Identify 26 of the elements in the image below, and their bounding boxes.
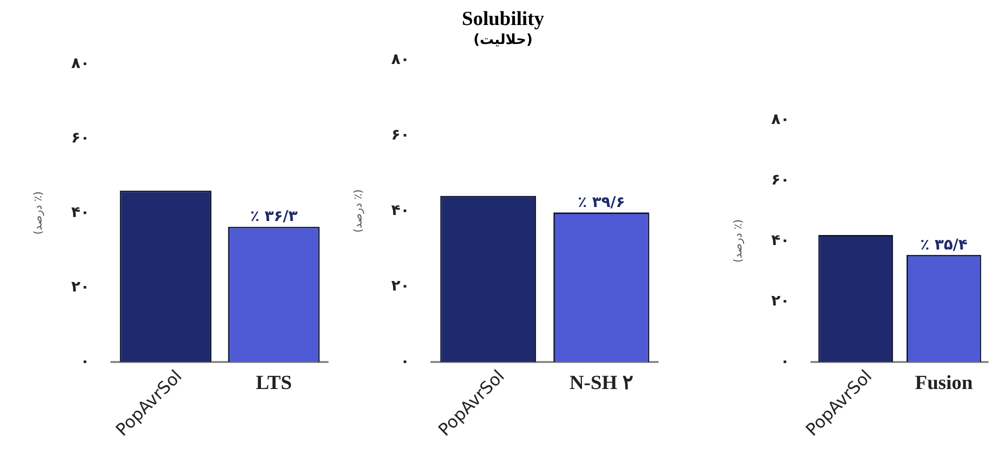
y-axis-title: (درصد ٪) [731, 219, 744, 263]
y-tick-label: ۶۰ [391, 125, 410, 144]
y-tick-label: ۲۰ [771, 291, 790, 310]
data-label: ۳۹/۶ ٪ [578, 192, 626, 211]
chart-title: Solubility [460, 8, 546, 31]
y-tick-label: ۰ [780, 352, 790, 370]
chart-subtitle: (حلالیت) [472, 32, 534, 48]
y-tick-label: ۶۰ [771, 170, 790, 188]
y-tick-label: ۲۰ [391, 276, 410, 294]
y-tick-label: ۴۰ [391, 200, 410, 219]
x-tick-label: N-SH ۲ [569, 372, 634, 394]
x-tick-label: LTS [256, 372, 292, 394]
data-label: ۳۵/۴ ٪ [920, 235, 968, 254]
data-label: ۳۶/۳ ٪ [250, 207, 298, 226]
y-tick-label: ۴۰ [71, 202, 90, 221]
y-tick-label: ۲۰ [71, 277, 90, 296]
y-tick-label: ۸۰ [771, 110, 790, 128]
y-tick-label: ۶۰ [71, 128, 90, 146]
y-axis-title: (درصد ٪) [351, 189, 364, 233]
y-tick-label: ۰ [80, 352, 90, 370]
y-tick-label: ۸۰ [391, 50, 410, 68]
x-tick-label: Fusion [914, 372, 973, 394]
y-axis-title: (درصد ٪) [31, 191, 44, 235]
y-tick-label: ۸۰ [71, 54, 90, 72]
y-tick-label: ۰ [400, 352, 410, 370]
y-tick-label: ۴۰ [771, 230, 790, 249]
